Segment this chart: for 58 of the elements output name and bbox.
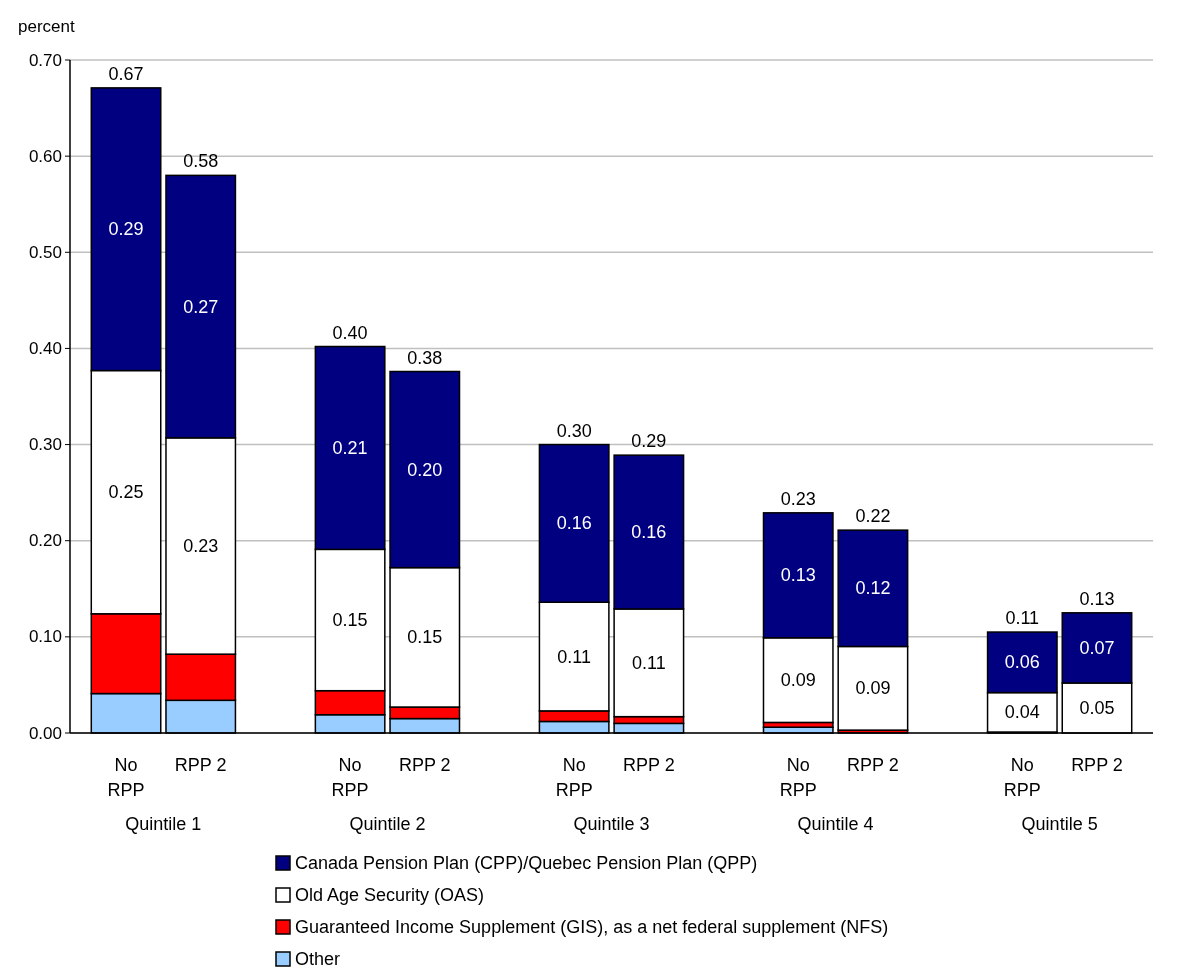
total-label: 0.30 bbox=[556, 420, 592, 441]
data-label: 0.16 bbox=[556, 513, 592, 534]
y-tick-label: 0.60 bbox=[28, 146, 62, 166]
y-tick-label: 0.40 bbox=[28, 338, 62, 358]
text: Quintile 5 bbox=[1021, 814, 1098, 834]
x-tick-label: RPP 2 bbox=[1071, 755, 1123, 775]
data-label: 0.06 bbox=[1004, 652, 1040, 673]
total-label: 0.23 bbox=[780, 488, 816, 509]
y-tick-label: 0.50 bbox=[28, 242, 62, 262]
legend-label: Old Age Security (OAS) bbox=[295, 885, 485, 905]
y-tick-label: 0.00 bbox=[28, 723, 62, 743]
total-label: 0.58 bbox=[183, 151, 219, 172]
data-label: 0.09 bbox=[855, 678, 891, 699]
data-label: 0.23 bbox=[183, 536, 219, 556]
x-tick-label: No RPP bbox=[555, 755, 593, 800]
x-tick-label: No RPP bbox=[1003, 755, 1041, 800]
data-label: 0.11 bbox=[557, 646, 592, 667]
data-label: 0.21 bbox=[332, 437, 368, 458]
data-label: 0.25 bbox=[108, 482, 144, 503]
data-label: 0.11 bbox=[631, 652, 666, 673]
data-label: 0.15 bbox=[332, 610, 368, 631]
x-tick-label: RPP 2 bbox=[398, 755, 451, 775]
y-tick-label: 0.20 bbox=[28, 531, 62, 551]
text: Quintile 2 bbox=[349, 814, 426, 834]
data-label: 0.09 bbox=[780, 670, 816, 691]
total-label: 0.29 bbox=[631, 431, 667, 452]
text: Quintile 4 bbox=[797, 814, 874, 834]
x-tick-label: RPP 2 bbox=[847, 755, 899, 775]
x-tick-label: No RPP bbox=[107, 755, 145, 800]
text: Quintile 1 bbox=[125, 814, 202, 834]
data-label: 0.05 bbox=[1079, 698, 1115, 718]
data-label: 0.07 bbox=[1079, 637, 1115, 658]
text: Quintile 3 bbox=[573, 814, 650, 834]
legend-label: Canada Pension Plan (CPP)/Quebec Pension Plan (QPP) bbox=[295, 853, 758, 873]
data-label: 0.15 bbox=[407, 627, 443, 648]
total-label: 0.38 bbox=[407, 347, 443, 368]
data-label: 0.12 bbox=[855, 578, 891, 599]
x-tick-label: RPP 2 bbox=[174, 755, 227, 775]
total-label: 0.11 bbox=[1005, 608, 1040, 629]
data-label: 0.20 bbox=[407, 459, 443, 480]
data-label: 0.04 bbox=[1004, 702, 1040, 723]
total-label: 0.67 bbox=[108, 63, 144, 84]
y-tick-label: 0.30 bbox=[28, 435, 62, 455]
legend-label: Guaranteed Income Supplement (GIS), as a net federal supplement (NFS) bbox=[295, 917, 889, 937]
x-tick-label: No RPP bbox=[779, 755, 817, 800]
data-label: 0.13 bbox=[780, 565, 816, 586]
total-label: 0.22 bbox=[855, 506, 891, 527]
legend-label: Other bbox=[295, 949, 341, 969]
data-label: 0.29 bbox=[108, 219, 144, 240]
total-label: 0.40 bbox=[332, 322, 368, 343]
data-label: 0.16 bbox=[631, 522, 667, 543]
x-tick-label: No RPP bbox=[331, 755, 369, 800]
y-tick-label: 0.70 bbox=[28, 50, 62, 70]
data-label: 0.27 bbox=[183, 296, 219, 317]
x-tick-label: RPP 2 bbox=[622, 755, 675, 775]
y-tick-label: 0.10 bbox=[28, 627, 62, 647]
y-axis-title: percent bbox=[18, 17, 75, 36]
total-label: 0.13 bbox=[1079, 588, 1115, 609]
